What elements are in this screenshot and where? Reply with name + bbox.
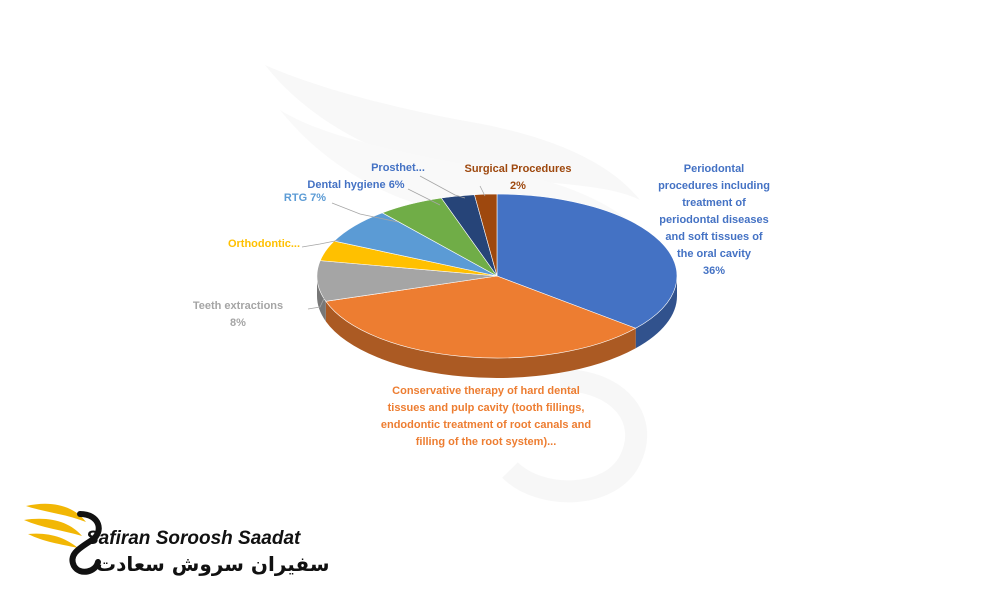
data-label-teeth: Teeth extractions 8% [193, 300, 283, 329]
data-label-surgical: Surgical Procedures 2% [465, 163, 572, 192]
pie-slice-periodontal [496, 193, 678, 329]
leader-lines [301, 175, 486, 310]
leader-line [419, 175, 466, 199]
data-label-periodontal: Periodontal procedures including treatment… [658, 163, 770, 277]
data-label-dental: Dental hygiene 6% [307, 179, 404, 191]
brand-name-english: Safiran Soroosh Saadat [86, 528, 301, 549]
pie-slice-side-teeth [317, 276, 326, 322]
brand-name-persian: سفیران سروش سعادت [96, 552, 330, 576]
leader-line [301, 239, 341, 248]
data-label-orthodontic: Orthodontic... [228, 238, 300, 250]
pie-slice-conservative [325, 275, 637, 359]
pie-slice-side-conservative [325, 301, 636, 378]
pie-slice-teeth [316, 260, 498, 302]
wing-logo-icon [24, 503, 102, 575]
pie-slice-side-periodontal [635, 276, 677, 349]
data-label-conservative: Conservative therapy of hard dental tissu… [381, 385, 591, 448]
data-label-prosthetics: Prosthet... [371, 162, 425, 174]
pie-slice-surgical [474, 193, 498, 277]
company-logo [24, 503, 102, 575]
leader-line [479, 185, 486, 197]
leader-line [307, 289, 329, 310]
leader-line [407, 188, 441, 206]
data-label-rtg: RTG 7% [284, 192, 326, 204]
leader-line [331, 202, 399, 223]
